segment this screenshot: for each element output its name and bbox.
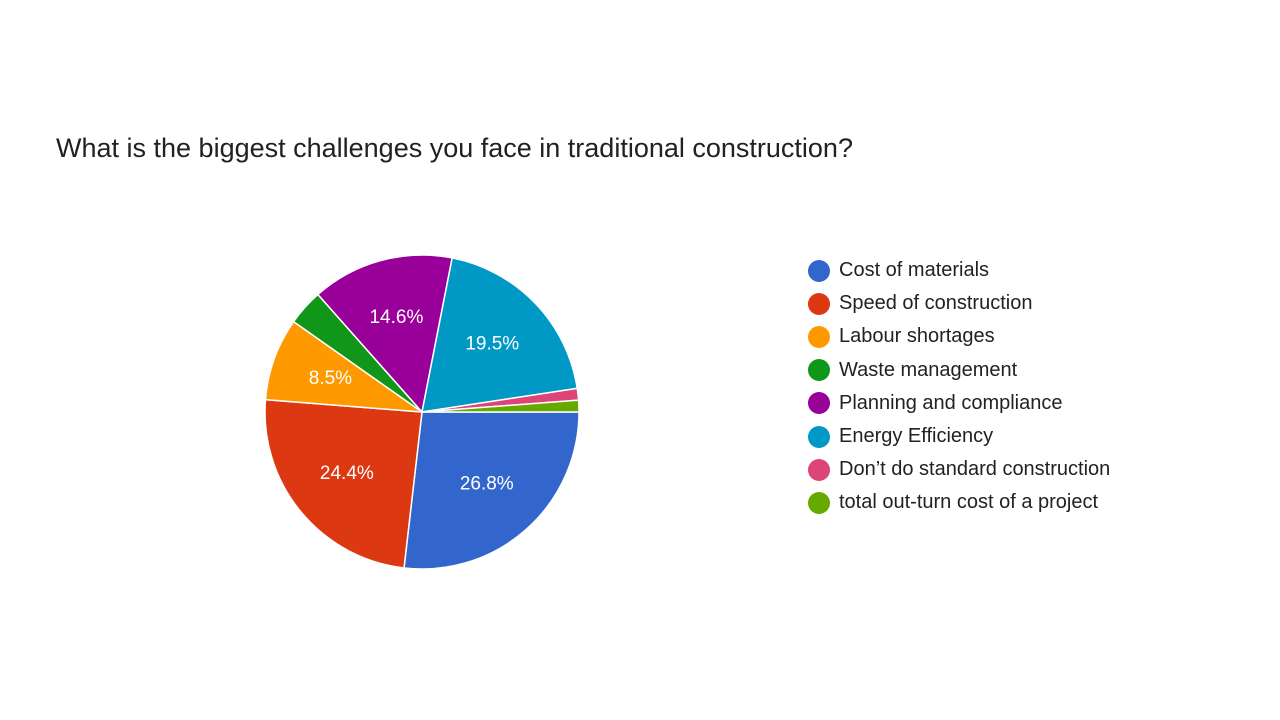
pie-slice[interactable] [264, 320, 425, 413]
legend-swatch [808, 392, 830, 415]
pie-chart: 26.8% 24.4% 8.5% 14.6% 19.5% [262, 253, 582, 573]
legend-label: total out-turn cost of a project [839, 491, 1099, 514]
legend-label: Waste management [839, 358, 1018, 381]
legend-swatch [808, 359, 830, 382]
legend-item[interactable]: Cost of materials [808, 254, 1110, 287]
pie-slice[interactable] [421, 399, 580, 413]
pie-slice[interactable] [403, 411, 580, 570]
legend-label: Don’t do standard construction [839, 458, 1111, 481]
pie-slice-value-label: 26.8% [460, 474, 514, 495]
legend-swatch [808, 292, 830, 315]
legend-item[interactable]: Waste management [808, 354, 1110, 387]
legend-swatch [808, 458, 830, 481]
legend-item[interactable]: Don’t do standard construction [808, 453, 1110, 486]
legend-swatch [808, 259, 830, 282]
pie-slice[interactable] [421, 257, 579, 413]
legend-label: Energy Efficiency [839, 425, 994, 448]
legend-label: Labour shortages [839, 325, 995, 348]
legend-item[interactable]: Speed of construction [808, 287, 1110, 320]
pie-slice-value-label: 19.5% [465, 334, 519, 355]
pie-slice[interactable] [316, 254, 454, 414]
pie-slice[interactable] [264, 398, 423, 569]
legend-item[interactable]: Labour shortages [808, 320, 1110, 353]
legend-item[interactable]: total out-turn cost of a project [808, 486, 1110, 519]
legend-swatch [808, 325, 830, 348]
legend-item[interactable]: Energy Efficiency [808, 420, 1110, 453]
legend: Cost of materials Speed of construction … [808, 254, 1110, 520]
pie-slice-value-label: 14.6% [369, 307, 423, 328]
pie-chart-svg: 26.8% 24.4% 8.5% 14.6% 19.5% [264, 254, 580, 570]
legend-swatch [808, 491, 830, 514]
legend-swatch [808, 425, 830, 448]
legend-label: Speed of construction [839, 292, 1033, 315]
chart-title: What is the biggest challenges you face … [56, 133, 853, 163]
pie-slice-value-label: 24.4% [320, 463, 374, 484]
legend-item[interactable]: Planning and compliance [808, 387, 1110, 420]
pie-slice-value-label: 8.5% [309, 368, 352, 389]
legend-label: Cost of materials [839, 259, 990, 282]
legend-label: Planning and compliance [839, 391, 1063, 414]
